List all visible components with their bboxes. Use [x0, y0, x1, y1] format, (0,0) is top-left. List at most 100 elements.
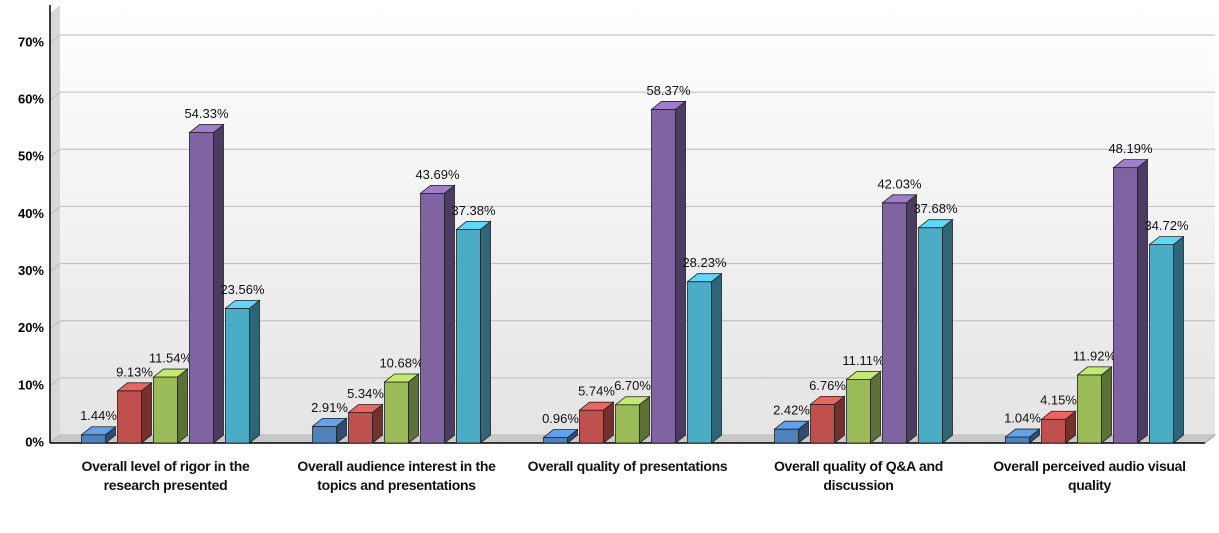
- bar: [809, 395, 846, 444]
- bar-top: [152, 368, 189, 378]
- x-tick-label: Overall audience interest in the topics …: [297, 458, 496, 493]
- bar-side: [942, 218, 953, 444]
- bar-top: [224, 299, 261, 309]
- bar-side: [870, 370, 881, 444]
- bar-front: [651, 109, 676, 444]
- data-label: 54.33%: [184, 106, 229, 121]
- y-tick-label: 60%: [18, 92, 44, 107]
- bar: [419, 184, 456, 444]
- data-label: 11.92%: [1073, 348, 1117, 363]
- bar-top: [1076, 366, 1113, 376]
- bar-front: [81, 434, 106, 444]
- bar: [845, 370, 882, 444]
- bar-top: [1040, 410, 1077, 420]
- grid-line: [49, 320, 1215, 330]
- bar-top: [1112, 159, 1149, 169]
- bar-side: [141, 381, 152, 444]
- bar-front: [456, 228, 481, 444]
- data-label: 37.38%: [451, 203, 496, 218]
- bar: [347, 403, 384, 444]
- bar: [455, 220, 492, 444]
- bar-front: [153, 376, 178, 444]
- bar: [80, 425, 117, 444]
- bar: [1148, 235, 1185, 444]
- bar-top: [1148, 236, 1185, 246]
- data-label: 1.04%: [1004, 410, 1041, 425]
- y-tick-label: 50%: [18, 149, 44, 164]
- bar: [1112, 158, 1149, 444]
- bar-front: [312, 425, 337, 444]
- bar-front: [420, 192, 445, 444]
- bar: [614, 395, 651, 444]
- bar-side: [675, 100, 686, 444]
- bar-front: [918, 227, 943, 444]
- data-label: 2.42%: [773, 403, 810, 418]
- bar: [881, 193, 918, 444]
- bar: [650, 100, 687, 444]
- data-label: 34.72%: [1144, 218, 1189, 233]
- y-tick-label: 10%: [18, 377, 44, 392]
- bar-top: [1004, 428, 1041, 438]
- data-label: 6.70%: [614, 378, 651, 393]
- data-label: 37.68%: [913, 201, 958, 216]
- bar-top: [188, 124, 225, 133]
- bar: [224, 299, 261, 444]
- y-tick-label: 70%: [18, 34, 44, 49]
- bar-top: [116, 382, 153, 392]
- data-label: 5.74%: [578, 384, 615, 399]
- data-label: 28.23%: [682, 255, 727, 270]
- data-label: 9.13%: [116, 364, 153, 379]
- grid-line: [49, 91, 1215, 101]
- bar-top: [455, 220, 492, 230]
- bar: [686, 272, 723, 444]
- bar-side: [906, 193, 917, 444]
- x-tick-label: Overall perceived audio visual quality: [993, 458, 1186, 493]
- bar-top: [419, 184, 456, 194]
- bar-top: [773, 420, 810, 430]
- bar: [578, 401, 615, 444]
- bar-side: [408, 373, 419, 444]
- bar-front: [846, 379, 871, 444]
- bar-top: [542, 429, 579, 438]
- y-tick-label: 30%: [18, 263, 44, 278]
- y-tick-label: 20%: [18, 320, 44, 335]
- bar-side: [1173, 235, 1184, 444]
- bar: [773, 420, 810, 444]
- data-label: 11.11%: [842, 353, 885, 368]
- grid-line: [49, 148, 1215, 158]
- bar: [1004, 428, 1041, 444]
- left-wall: [50, 5, 60, 443]
- bar-top: [686, 273, 723, 283]
- x-tick-label: Overall quality of Q&A and discussion: [773, 458, 944, 493]
- bar-front: [1077, 374, 1102, 444]
- bar-front: [1041, 418, 1066, 444]
- bar-front: [882, 202, 907, 444]
- bar: [383, 373, 420, 444]
- bar-front: [774, 428, 799, 444]
- x-tick-label: Overall quality of presentations: [527, 458, 728, 474]
- bar-front: [810, 403, 835, 444]
- bar: [1076, 366, 1113, 444]
- bar: [917, 218, 954, 444]
- bar: [1040, 410, 1077, 444]
- data-label: 5.34%: [347, 386, 384, 401]
- bar-side: [480, 220, 491, 444]
- bar-top: [809, 395, 846, 405]
- y-tick-label: 0%: [25, 434, 44, 449]
- bar-front: [1149, 244, 1174, 444]
- bar-front: [579, 409, 604, 444]
- x-tick-label: Overall level of rigor in the research p…: [81, 458, 250, 493]
- bar-top: [845, 371, 882, 380]
- bar: [116, 381, 153, 444]
- y-tick-label: 40%: [18, 206, 44, 221]
- grid-line: [49, 377, 1215, 387]
- bar-top: [578, 401, 615, 411]
- data-label: 58.37%: [646, 83, 691, 98]
- bar-top: [80, 426, 117, 436]
- bar-side: [711, 272, 722, 444]
- bar-front: [1005, 436, 1030, 444]
- grid-line: [49, 263, 1215, 272]
- bar-front: [189, 132, 214, 444]
- bar-front: [543, 437, 568, 444]
